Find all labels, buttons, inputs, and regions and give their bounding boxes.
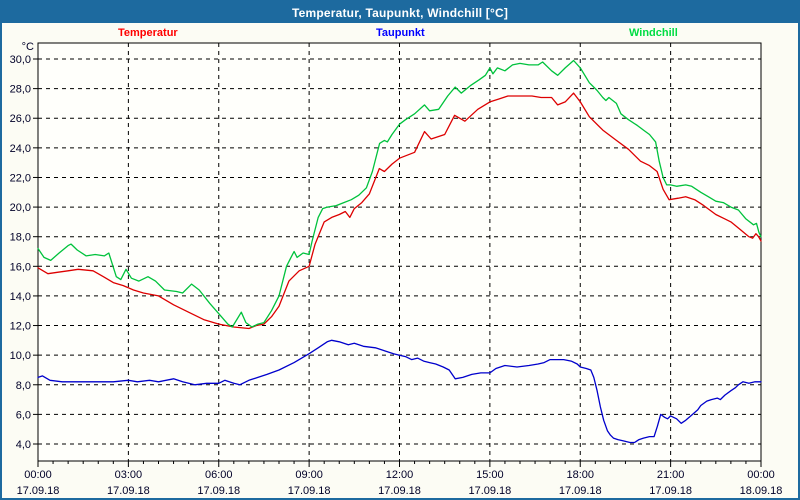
x-time-label: 09:00 [295, 469, 323, 481]
y-tick-label: 4,0 [16, 439, 31, 451]
y-tick-label: 6,0 [16, 409, 31, 421]
taupunkt-line [37, 339, 762, 444]
legend-temperatur: Temperatur [118, 27, 178, 39]
title-bar: Temperatur, Taupunkt, Windchill [°C] [2, 2, 798, 23]
x-date-label: 17.09.18 [468, 485, 511, 497]
x-time-label: 15:00 [476, 469, 504, 481]
y-tick-label: 14,0 [10, 291, 31, 303]
y-tick-label: 12,0 [10, 321, 31, 333]
y-tick-label: 10,0 [10, 350, 31, 362]
y-tick-label: 16,0 [10, 261, 31, 273]
x-date-label: 18.09.18 [740, 485, 783, 497]
windchill-line [37, 59, 762, 328]
x-date-label: 17.09.18 [649, 485, 692, 497]
temperatur-line [37, 92, 762, 330]
x-date-label: 17.09.18 [17, 485, 60, 497]
legend-windchill: Windchill [629, 27, 678, 39]
y-tick-label: 30,0 [10, 54, 31, 66]
x-time-label: 21:00 [657, 469, 685, 481]
x-time-label: 18:00 [566, 469, 594, 481]
x-date-label: 17.09.18 [288, 485, 331, 497]
x-time-label: 00:00 [747, 469, 775, 481]
y-tick-label: 20,0 [10, 202, 31, 214]
x-time-label: 06:00 [205, 469, 233, 481]
y-tick-label: 24,0 [10, 143, 31, 155]
y-tick-label: 18,0 [10, 232, 31, 244]
y-tick-label: 8,0 [16, 380, 31, 392]
x-date-label: 17.09.18 [378, 485, 421, 497]
plot-border [37, 42, 762, 462]
y-tick-label: 22,0 [10, 172, 31, 184]
x-date-label: 17.09.18 [107, 485, 150, 497]
y-tick-label: 26,0 [10, 113, 31, 125]
x-time-label: 03:00 [115, 469, 143, 481]
x-date-label: 17.09.18 [559, 485, 602, 497]
window-title: Temperatur, Taupunkt, Windchill [°C] [291, 5, 509, 20]
y-axis-unit-label: °C [22, 41, 34, 53]
chart-plot: 30,0 28,0 26,0 24,0 22,0 20,0 18,0 16,0 14,0 12,0… [10, 41, 783, 497]
x-date-label: 17.09.18 [197, 485, 240, 497]
y-tick-label: 28,0 [10, 84, 31, 96]
x-time-label: 12:00 [386, 469, 414, 481]
legend-taupunkt: Taupunkt [376, 27, 425, 39]
x-time-label: 00:00 [24, 469, 52, 481]
